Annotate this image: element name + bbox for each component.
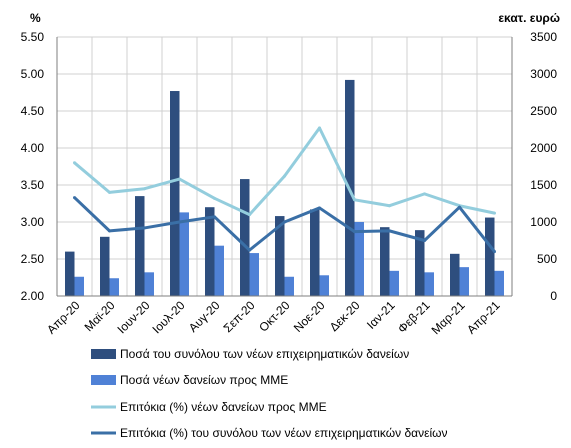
bar	[415, 230, 425, 296]
bar	[144, 272, 154, 296]
bar	[319, 275, 329, 296]
x-tick-label: Απρ-21	[464, 298, 503, 337]
line-point	[283, 174, 286, 178]
bar	[310, 209, 320, 296]
line-point	[73, 196, 76, 200]
line-point	[143, 187, 146, 191]
x-tick-label: Ιαν-21	[364, 298, 398, 332]
legend-label: Επιτόκια (%) του συνόλου των νέων επιχει…	[120, 426, 448, 440]
bar	[214, 245, 224, 296]
legend-label: Επιτόκια (%) νέων δανείων προς ΜΜΕ	[120, 400, 327, 414]
bar	[380, 227, 390, 296]
line-point	[178, 220, 181, 224]
line-point	[73, 161, 76, 165]
right-tick-label: 0	[550, 289, 557, 303]
line-point	[318, 206, 321, 210]
line-series	[73, 126, 496, 254]
x-tick-label: Μαϊ-20	[82, 298, 118, 334]
line-point	[213, 215, 216, 219]
left-tick-label: 3.00	[21, 215, 45, 229]
line-point	[318, 126, 321, 130]
bar-series	[65, 79, 504, 297]
line-point	[423, 192, 426, 196]
x-tick-label: Αυγ-20	[186, 298, 223, 335]
legend-label: Ποσά του συνόλου των νέων επιχειρηματικώ…	[120, 347, 409, 361]
right-tick-label: 3500	[530, 30, 557, 44]
line-point	[423, 239, 426, 242]
bar	[100, 236, 110, 296]
legend-label: Ποσά νέων δανείων προς ΜΜΕ	[120, 373, 288, 387]
line-point	[213, 196, 216, 200]
line-point	[108, 229, 111, 233]
bar	[170, 91, 180, 297]
bar	[275, 216, 285, 296]
left-tick-label: 4.00	[21, 141, 45, 155]
right-tick-label: 3000	[530, 67, 557, 81]
right-tick-label: 2000	[530, 141, 557, 155]
line-point	[388, 229, 391, 233]
x-tick-label: Ιουν-20	[114, 298, 152, 336]
bar	[284, 276, 294, 296]
line-point	[353, 230, 356, 234]
x-tick-label: Οκτ-20	[256, 298, 293, 335]
bar	[354, 222, 364, 296]
bar	[205, 207, 215, 296]
x-tick-label: Απρ-20	[44, 298, 83, 337]
line-point	[458, 205, 461, 209]
x-tick-label: Σεπ-20	[221, 298, 258, 335]
line-point	[388, 204, 391, 208]
bar	[459, 267, 469, 296]
bar	[450, 253, 460, 296]
line-point	[178, 177, 181, 181]
x-tick-label: Ιουλ-20	[149, 298, 187, 336]
line-point	[248, 213, 251, 217]
left-tick-label: 5.50	[21, 30, 45, 44]
bar	[485, 217, 495, 296]
right-tick-label: 1500	[530, 178, 557, 192]
bar	[74, 276, 84, 296]
left-axis-unit: %	[30, 11, 41, 25]
line-point	[493, 211, 496, 215]
bar	[65, 251, 75, 296]
legend-swatch	[91, 349, 116, 359]
line-point	[108, 190, 111, 194]
x-tick-label: Δεκ-20	[327, 298, 363, 334]
x-tick-label: Φεβ-21	[395, 298, 433, 336]
left-tick-label: 3.50	[21, 178, 45, 192]
line-point	[143, 226, 146, 230]
left-tick-label: 5.00	[21, 67, 45, 81]
bar	[494, 270, 504, 296]
bar	[240, 179, 250, 296]
bar	[109, 278, 119, 296]
line-point	[493, 250, 496, 254]
left-tick-label: 2.50	[21, 252, 45, 266]
bar	[424, 272, 434, 296]
x-tick-label: Νοε-20	[291, 298, 328, 335]
left-tick-label: 2.00	[21, 289, 45, 303]
line-point	[248, 248, 251, 252]
right-tick-label: 1000	[530, 215, 557, 229]
bar	[135, 196, 145, 296]
bar	[179, 212, 189, 296]
right-tick-label: 2500	[530, 104, 557, 118]
right-axis-unit: εκατ. ευρώ	[498, 11, 560, 25]
x-tick-label: Μαρ-21	[429, 298, 468, 337]
line-point	[283, 220, 286, 224]
left-tick-label: 4.50	[21, 104, 45, 118]
bar	[389, 270, 399, 296]
bar	[249, 253, 259, 296]
legend: Ποσά του συνόλου των νέων επιχειρηματικώ…	[91, 347, 448, 440]
legend-swatch	[91, 375, 116, 385]
line-point	[353, 198, 356, 202]
right-tick-label: 500	[537, 252, 557, 266]
